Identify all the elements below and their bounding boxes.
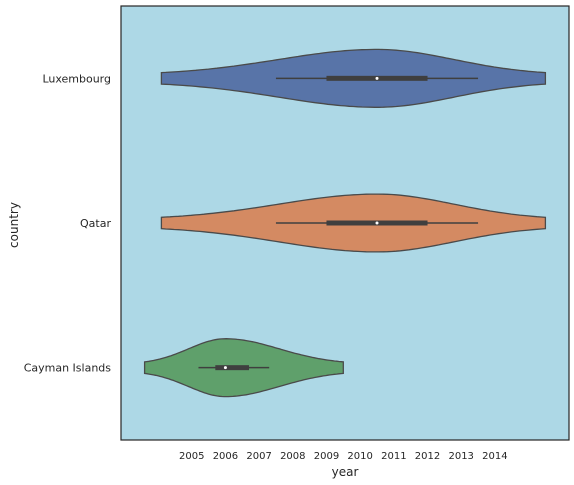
x-tick-label: 2013: [448, 451, 473, 462]
iqr-box-cayman-islands: [215, 365, 249, 371]
x-axis-ticks: 2005 2006 2007 2008 2009 2010 2011 2012 2013 2014: [179, 451, 508, 462]
y-tick-label: Cayman Islands: [24, 362, 112, 375]
x-tick-label: 2014: [482, 451, 507, 462]
x-tick-label: 2012: [415, 451, 440, 462]
x-tick-label: 2011: [381, 451, 406, 462]
y-tick-label: Luxembourg: [42, 72, 111, 85]
violins-layer: [143, 48, 547, 398]
y-tick-label: Qatar: [80, 217, 111, 230]
median-luxembourg: [375, 76, 379, 80]
plot-frame: [120, 5, 570, 441]
x-tick-label: 2005: [179, 451, 204, 462]
x-tick-label: 2007: [246, 451, 271, 462]
y-axis-ticks: Luxembourg Qatar Cayman Islands: [24, 72, 112, 374]
x-tick-label: 2006: [213, 451, 238, 462]
y-axis-label: country: [7, 202, 21, 248]
x-axis-label: year: [332, 465, 359, 479]
x-tick-label: 2008: [280, 451, 305, 462]
x-tick-label: 2009: [314, 451, 339, 462]
x-tick-label: 2010: [347, 451, 372, 462]
median-qatar: [375, 221, 379, 225]
median-cayman-islands: [223, 366, 227, 370]
